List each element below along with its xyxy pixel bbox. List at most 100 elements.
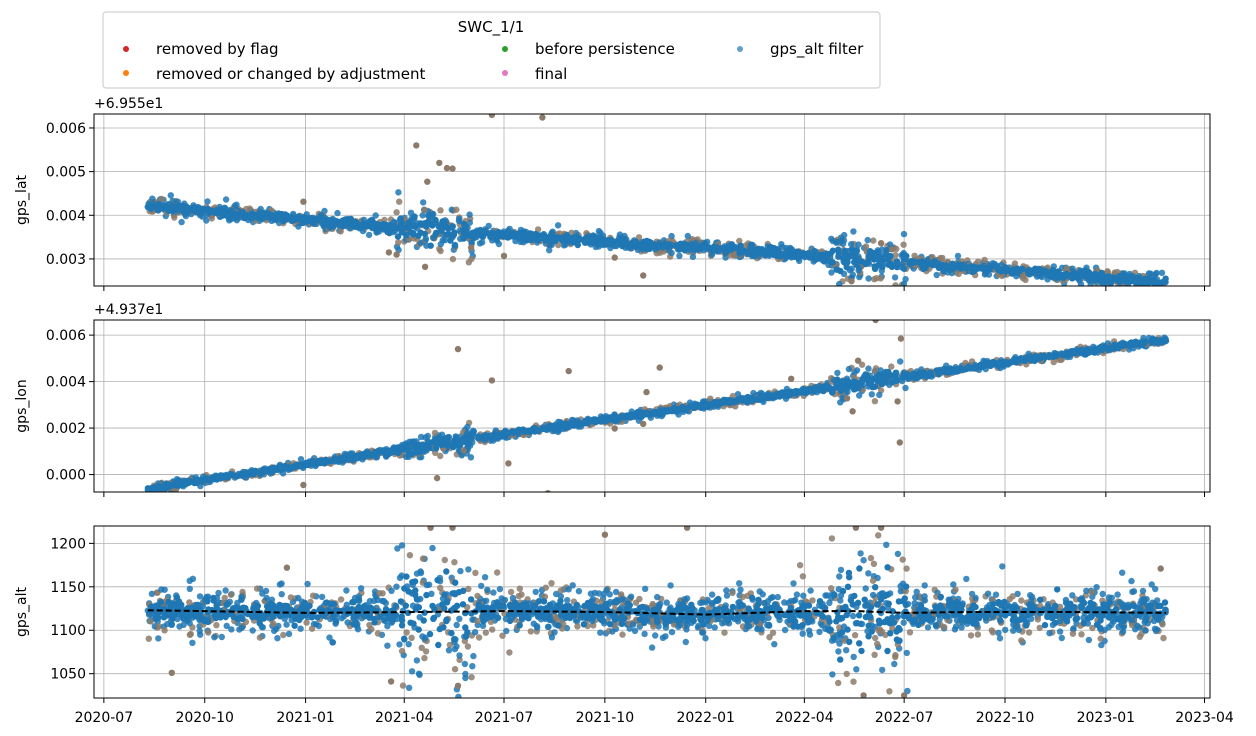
- data-point: [339, 217, 347, 224]
- data-point: [662, 408, 669, 415]
- data-point: [877, 288, 883, 294]
- data-point: [171, 214, 178, 221]
- data-point: [836, 280, 843, 286]
- data-point: [437, 207, 444, 214]
- data-point: [855, 241, 862, 248]
- y-tick-label: 0.002: [46, 421, 86, 437]
- data-point: [824, 383, 832, 391]
- data-point: [233, 201, 240, 208]
- data-point: [978, 265, 986, 272]
- data-point: [303, 218, 310, 225]
- data-point: [174, 207, 182, 214]
- data-point: [655, 241, 662, 248]
- legend-marker: [123, 70, 129, 76]
- data-point: [839, 286, 845, 292]
- y-tick-label: 0.004: [46, 375, 86, 391]
- data-point: [598, 238, 605, 245]
- data-point: [1153, 269, 1160, 277]
- data-point: [438, 441, 445, 449]
- data-point: [801, 251, 808, 258]
- data-point: [880, 374, 888, 381]
- data-point: [444, 436, 451, 443]
- data-point: [487, 233, 494, 241]
- data-point: [885, 261, 892, 268]
- data-point: [193, 209, 200, 216]
- data-point: [526, 427, 534, 435]
- outlier-point: [877, 240, 885, 247]
- legend-label: final: [535, 65, 567, 83]
- data-point: [1008, 267, 1015, 275]
- data-point: [241, 470, 249, 477]
- data-point: [856, 392, 863, 399]
- data-point: [829, 259, 836, 266]
- data-point: [748, 241, 755, 248]
- data-point: [223, 622, 230, 630]
- data-point: [748, 395, 755, 403]
- y-tick-label: 0.000: [46, 468, 86, 484]
- data-point: [897, 358, 904, 365]
- outlier-point: [894, 398, 901, 405]
- legend-label: removed or changed by adjustment: [156, 65, 425, 83]
- data-point: [947, 262, 954, 270]
- data-point: [707, 395, 714, 402]
- outlier-point: [656, 364, 663, 371]
- data-point: [900, 230, 908, 238]
- data-point: [182, 480, 189, 487]
- data-point: [457, 441, 464, 449]
- data-point: [177, 480, 184, 487]
- outlier-point: [300, 198, 307, 205]
- axes-frame: [93, 319, 1211, 493]
- data-point: [942, 366, 949, 373]
- data-point: [892, 282, 899, 286]
- data-point: [871, 398, 879, 405]
- data-point: [1026, 266, 1033, 274]
- data-point: [714, 400, 721, 408]
- data-point: [862, 243, 870, 250]
- data-point: [418, 444, 425, 451]
- data-point: [834, 369, 841, 377]
- data-point: [439, 218, 446, 225]
- data-point: [375, 447, 382, 455]
- data-point: [884, 256, 892, 263]
- data-point: [610, 415, 618, 422]
- data-point: [1104, 268, 1111, 275]
- data-point: [891, 274, 899, 281]
- data-point: [535, 427, 542, 435]
- data-point: [1141, 276, 1148, 283]
- data-point: [261, 468, 268, 475]
- data-point: [449, 255, 457, 263]
- data-point: [885, 368, 892, 376]
- data-point: [405, 444, 412, 452]
- data-point: [1071, 272, 1079, 279]
- data-point: [423, 223, 430, 230]
- data-point: [1111, 341, 1118, 348]
- data-point: [219, 472, 226, 479]
- data-point: [1002, 267, 1009, 275]
- outlier-point: [849, 408, 856, 415]
- data-point: [365, 231, 373, 239]
- data-point: [744, 250, 751, 257]
- data-point: [417, 433, 425, 441]
- data-point: [310, 459, 317, 467]
- data-point: [532, 230, 539, 238]
- data-point: [560, 421, 567, 428]
- outlier-point: [421, 263, 429, 270]
- data-point: [867, 255, 874, 262]
- data-point: [411, 213, 418, 220]
- data-point: [359, 227, 367, 235]
- data-point: [1057, 356, 1065, 364]
- data-point: [782, 250, 790, 257]
- data-point: [902, 384, 909, 392]
- y-tick-label: 0.006: [46, 328, 86, 344]
- data-point: [509, 429, 517, 437]
- data-point: [602, 241, 610, 248]
- outlier-point: [896, 439, 903, 446]
- data-point: [1045, 271, 1052, 278]
- data-point: [590, 239, 597, 246]
- data-point: [191, 204, 198, 211]
- data-point: [346, 454, 354, 461]
- data-point: [964, 264, 972, 271]
- data-point: [1084, 274, 1092, 282]
- data-point: [334, 209, 341, 217]
